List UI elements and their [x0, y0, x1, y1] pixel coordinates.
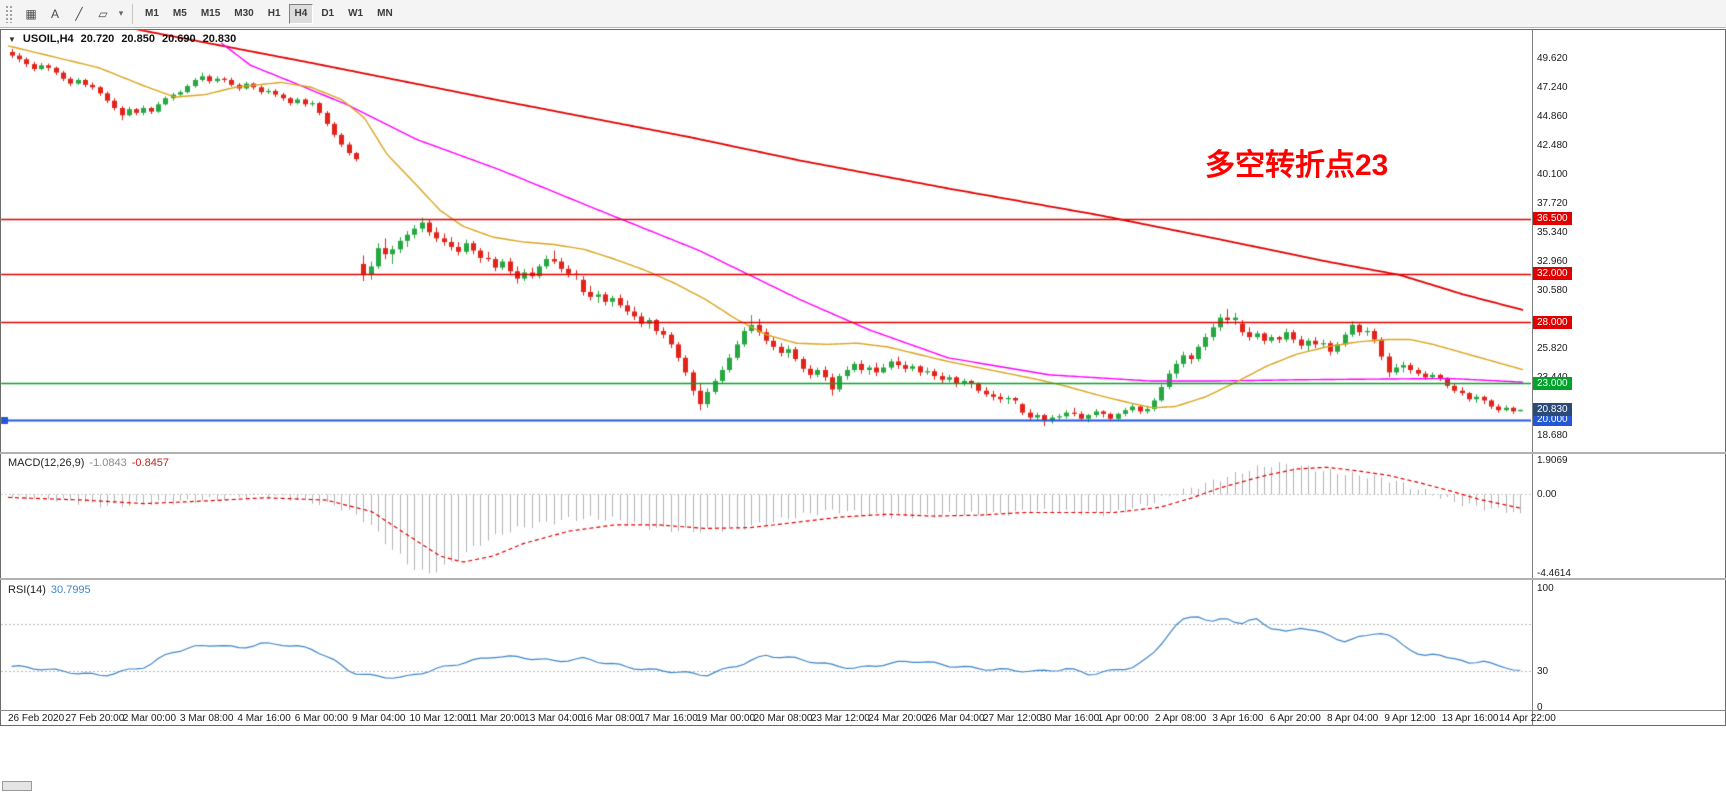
time-axis-label: 4 Mar 16:00: [237, 713, 291, 724]
timeframe-button-m30[interactable]: M30: [234, 8, 254, 19]
time-axis-label: 26 Mar 04:00: [925, 713, 985, 724]
price-line-badge: 28.000: [1533, 315, 1572, 329]
timeframe-button-d1[interactable]: D1: [321, 8, 335, 19]
time-axis-label: 2 Apr 08:00: [1155, 713, 1207, 724]
time-axis-label: 6 Mar 00:00: [294, 713, 349, 724]
rsi-value: 30.7995: [50, 584, 91, 596]
time-axis-label: 26 Feb 2020: [8, 713, 65, 724]
text-tool-icon[interactable]: A: [50, 6, 59, 21]
price-line-badge: 36.500: [1533, 212, 1572, 226]
time-axis-label: 19 Mar 00:00: [696, 713, 756, 724]
time-axis-label: 23 Mar 12:00: [810, 713, 870, 724]
rsi-name: RSI(14): [8, 584, 46, 596]
shapes-tool-icon[interactable]: ▱: [98, 6, 108, 21]
toolbar: ▦ A ╱ ▱ ▾ M1 M5 M15 M30 H1 H4 D1 W1 MN: [0, 0, 1726, 28]
time-axis-label: 10 Mar 12:00: [409, 713, 469, 724]
timeframe-button-w1[interactable]: W1: [348, 8, 364, 19]
chart-open-value: 20.720: [80, 33, 115, 45]
time-axis-label: 27 Mar 12:00: [982, 713, 1042, 724]
time-axis-label: 13 Mar 04:00: [524, 713, 584, 724]
timeframe-button-m1[interactable]: M1: [145, 8, 159, 19]
time-axis-separator: [0, 710, 1726, 711]
chart-low-value: 20.690: [161, 33, 196, 45]
price-axis-label: 37.720: [1537, 198, 1568, 209]
price-axis-line: [1532, 29, 1533, 726]
macd-indicator-label: MACD(12,26,9) -1.0843 -0.8457: [8, 457, 169, 469]
time-axis-label: 24 Mar 20:00: [868, 713, 928, 724]
price-line-badge: 32.000: [1533, 267, 1572, 281]
chart-annotation-text[interactable]: 多空转折点23: [1205, 149, 1389, 182]
chart-title: ▼ USOIL,H4 20.720 20.850 20.690 20.830: [8, 33, 236, 45]
timeframe-button-h1[interactable]: H1: [267, 8, 281, 19]
time-axis-label: 14 Apr 22:00: [1499, 713, 1556, 724]
time-axis-label: 8 Apr 04:00: [1327, 713, 1379, 724]
time-axis-label: 27 Feb 20:00: [65, 713, 125, 724]
price-axis-label: 44.860: [1537, 111, 1568, 122]
macd-signal-value: -0.8457: [131, 457, 170, 469]
macd-axis-label: -4.4614: [1537, 568, 1571, 580]
time-axis-label: 3 Apr 16:00: [1212, 713, 1264, 724]
timeframe-button-h4[interactable]: H4: [288, 3, 314, 24]
chart-close-value: 20.830: [202, 33, 237, 45]
tools-dropdown-caret-icon[interactable]: ▾: [118, 8, 124, 18]
price-axis-label: 40.100: [1537, 169, 1568, 180]
chart-high-value: 20.850: [121, 33, 155, 45]
price-axis-label: 18.680: [1537, 430, 1568, 442]
price-axis-label: 32.960: [1537, 256, 1568, 268]
price-axis-label: 35.340: [1537, 227, 1568, 239]
rsi-axis-label: 100: [1537, 583, 1554, 595]
toolbar-separator: [132, 3, 133, 24]
timeframe-button-mn[interactable]: MN: [377, 8, 393, 19]
chart-collapse-caret-icon[interactable]: ▼: [8, 34, 16, 44]
rsi-indicator-label: RSI(14) 30.7995: [8, 584, 91, 596]
time-axis-label: 17 Mar 16:00: [638, 713, 698, 724]
current-price-badge: 20.830: [1533, 403, 1572, 417]
time-axis-label: 6 Apr 20:00: [1269, 713, 1321, 724]
rsi-axis-label: 0: [1537, 701, 1543, 713]
time-axis-label: 9 Apr 12:00: [1384, 713, 1436, 724]
time-axis-label: 13 Apr 16:00: [1441, 713, 1499, 724]
minimized-window-tab[interactable]: [2, 781, 32, 791]
time-axis-label: 11 Mar 20:00: [466, 713, 525, 724]
drawing-tools-group: ▦ A ╱ ▱ ▾: [19, 4, 127, 24]
pane-separator-rsi[interactable]: [0, 578, 1726, 580]
price-axis-label: 25.820: [1537, 343, 1568, 355]
macd-main-value: -1.0843: [89, 457, 127, 469]
chart-symbol-timeframe: USOIL,H4: [22, 33, 74, 45]
price-axis-label: 30.580: [1537, 285, 1568, 297]
price-axis-label: 42.480: [1537, 140, 1568, 151]
time-axis-label: 2 Mar 00:00: [122, 713, 177, 724]
time-axis-label: 20 Mar 08:00: [753, 713, 813, 724]
time-axis-label: 30 Mar 16:00: [1040, 713, 1100, 724]
pane-separator-macd[interactable]: [0, 452, 1726, 454]
price-line-badge: 20.000: [1533, 413, 1572, 427]
trendline-tool-icon[interactable]: ╱: [75, 6, 83, 21]
timeframe-toolbar: M1 M5 M15 M30 H1 H4 D1 W1 MN: [138, 3, 400, 24]
rsi-axis-label: 30: [1537, 666, 1549, 678]
timeframe-button-m5[interactable]: M5: [172, 8, 187, 19]
macd-axis-label: 1.9069: [1537, 455, 1568, 467]
time-axis-label: 16 Mar 08:00: [581, 713, 641, 724]
price-line-badge: 23.000: [1533, 376, 1572, 390]
time-axis-label: 3 Mar 08:00: [180, 713, 234, 724]
toolbar-grip[interactable]: [5, 4, 14, 23]
charts-grid-icon[interactable]: ▦: [25, 6, 37, 21]
time-axis-label: 9 Mar 04:00: [352, 713, 406, 724]
macd-name: MACD(12,26,9): [8, 457, 85, 469]
macd-axis-label: 0.00: [1537, 488, 1557, 500]
timeframe-button-m15[interactable]: M15: [200, 8, 221, 19]
time-axis-label: 1 Apr 00:00: [1097, 713, 1149, 724]
price-axis-label: 49.620: [1537, 53, 1568, 64]
price-axis-label: 47.240: [1537, 82, 1568, 93]
